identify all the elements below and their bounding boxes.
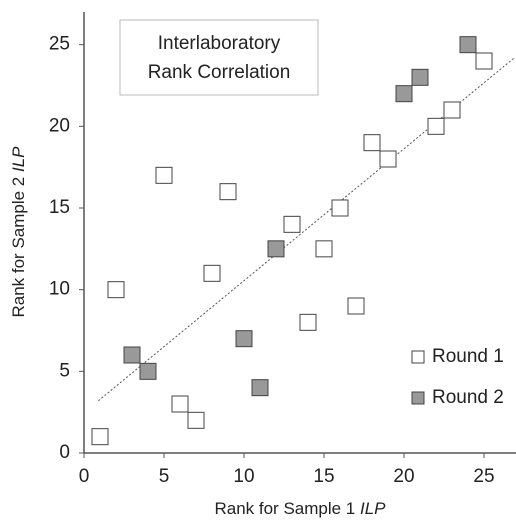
point: [315, 240, 333, 258]
point: [123, 346, 141, 364]
point: [139, 362, 157, 380]
x-tick-label: 10: [233, 466, 254, 487]
point: [427, 117, 445, 135]
point: [171, 395, 189, 413]
point: [459, 36, 477, 54]
chart-title: Rank Correlation: [148, 62, 291, 83]
point: [283, 215, 301, 233]
x-tick-label: 20: [393, 466, 414, 487]
y-tick-label: 25: [49, 34, 70, 55]
point: [219, 183, 237, 201]
point: [251, 379, 269, 397]
point: [395, 85, 413, 103]
point: [331, 199, 349, 217]
point: [107, 281, 125, 299]
point: [203, 264, 221, 282]
legend-label: Round 1: [432, 346, 504, 367]
chart-title: Interlaboratory: [158, 33, 281, 54]
y-tick-label: 0: [59, 442, 70, 463]
y-axis-label: Rank for Sample 2 ILP: [9, 146, 28, 318]
x-tick-label: 15: [313, 466, 334, 487]
x-axis-label-text: Rank for Sample 1: [214, 499, 355, 518]
point: [379, 150, 397, 168]
point: [299, 313, 317, 331]
y-axis-label-text: Rank for Sample 2: [9, 177, 28, 318]
point: [347, 297, 365, 315]
x-axis-label: Rank for Sample 1 ILP: [214, 499, 386, 518]
y-tick-label: 10: [49, 279, 70, 300]
y-tick-label: 15: [49, 197, 70, 218]
y-tick-label: 5: [59, 360, 70, 381]
x-axis-label-italic: ILP: [360, 499, 386, 518]
x-tick-label: 5: [159, 466, 170, 487]
point: [475, 52, 493, 70]
point: [411, 68, 429, 86]
point: [235, 330, 253, 348]
point: [187, 411, 205, 429]
title-box: [119, 19, 319, 96]
legend-swatch: [411, 350, 425, 364]
point: [91, 428, 109, 446]
point: [267, 240, 285, 258]
x-tick-label: 25: [473, 466, 494, 487]
point: [155, 166, 173, 184]
legend-label: Round 2: [432, 387, 504, 408]
legend-swatch: [411, 391, 425, 405]
point: [443, 101, 461, 119]
x-tick-label: 0: [79, 466, 90, 487]
y-tick-label: 20: [49, 115, 70, 136]
point: [363, 134, 381, 152]
y-axis-label-italic: ILP: [9, 146, 28, 172]
